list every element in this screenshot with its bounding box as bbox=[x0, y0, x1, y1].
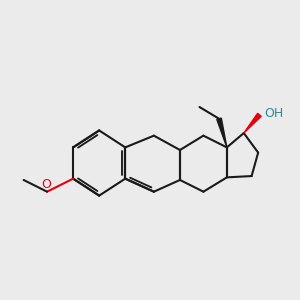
Polygon shape bbox=[244, 113, 261, 133]
Text: O: O bbox=[41, 178, 51, 191]
Polygon shape bbox=[217, 118, 227, 147]
Text: OH: OH bbox=[264, 107, 284, 120]
